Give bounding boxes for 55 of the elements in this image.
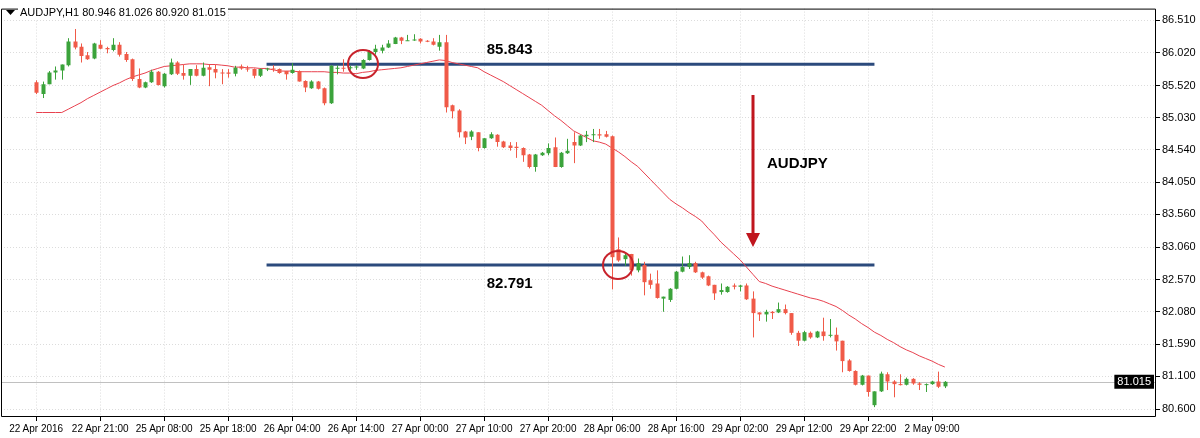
candlestick xyxy=(476,131,481,152)
x-tick-label: 2 May 09:00 xyxy=(904,422,960,434)
x-tick-label: 25 Apr 08:00 xyxy=(135,422,193,434)
candlestick xyxy=(341,58,346,73)
x-tick-label: 25 Apr 18:00 xyxy=(199,422,257,434)
candlestick xyxy=(840,340,845,373)
x-tick-label: 27 Apr 10:00 xyxy=(455,422,513,434)
candlestick xyxy=(751,290,756,338)
annotation: AUDJPY xyxy=(767,154,828,172)
x-tick-label: 28 Apr 06:00 xyxy=(583,422,641,434)
x-tick-label: 28 Apr 16:00 xyxy=(647,422,705,434)
y-tick-label: 80.600 xyxy=(1162,402,1196,415)
candlestick xyxy=(828,318,833,338)
candlestick xyxy=(879,371,884,393)
candlestick xyxy=(66,37,71,67)
y-tick-label: 86.020 xyxy=(1162,45,1196,58)
candlestick xyxy=(53,65,58,81)
candlestick xyxy=(591,128,596,143)
x-tick-label: 29 Apr 02:00 xyxy=(711,422,769,434)
x-tick-label: 26 Apr 14:00 xyxy=(327,422,385,434)
y-tick-label: 82.080 xyxy=(1162,304,1196,317)
candlestick xyxy=(73,28,78,50)
candlestick xyxy=(655,269,660,300)
candlestick xyxy=(457,108,462,138)
x-tick-label: 26 Apr 04:00 xyxy=(263,422,321,434)
y-tick-label: 82.570 xyxy=(1162,272,1196,285)
candlestick xyxy=(220,68,225,85)
y-tick-label: 86.510 xyxy=(1162,13,1196,26)
chart-title: AUDJPY,H1 80.946 81.026 80.920 81.015 xyxy=(18,5,228,19)
y-tick-label: 83.060 xyxy=(1162,240,1196,253)
candlestick xyxy=(572,131,577,164)
candlestick xyxy=(207,64,212,87)
y-tick-label: 81.590 xyxy=(1162,337,1196,350)
candlestick xyxy=(898,373,903,386)
candlestick xyxy=(834,327,839,352)
x-tick-label: 27 Apr 00:00 xyxy=(391,422,449,434)
y-tick-label: 84.540 xyxy=(1162,143,1196,156)
y-tick-label: 85.520 xyxy=(1162,78,1196,91)
candlestick xyxy=(642,261,647,296)
x-tick-label: 22 Apr 21:00 xyxy=(71,422,129,434)
x-tick-label: 27 Apr 20:00 xyxy=(519,422,577,434)
candlestick xyxy=(789,312,794,336)
y-tick-label: 81.100 xyxy=(1162,369,1196,382)
y-tick-label: 85.030 xyxy=(1162,110,1196,123)
series-label: 82.791 xyxy=(486,274,533,292)
candlestick xyxy=(79,42,84,64)
candlestick xyxy=(719,283,724,296)
series-label: 85.843 xyxy=(486,40,533,58)
y-tick-label: 84.050 xyxy=(1162,175,1196,188)
ref-line-label: 81.015 xyxy=(1117,375,1152,388)
candlestick xyxy=(553,137,558,168)
x-tick-label: 29 Apr 12:00 xyxy=(775,422,833,434)
x-tick-label: 29 Apr 22:00 xyxy=(839,422,897,434)
x-tick-label: 22 Apr 2016 xyxy=(9,422,64,434)
y-tick-label: 83.560 xyxy=(1162,207,1196,220)
